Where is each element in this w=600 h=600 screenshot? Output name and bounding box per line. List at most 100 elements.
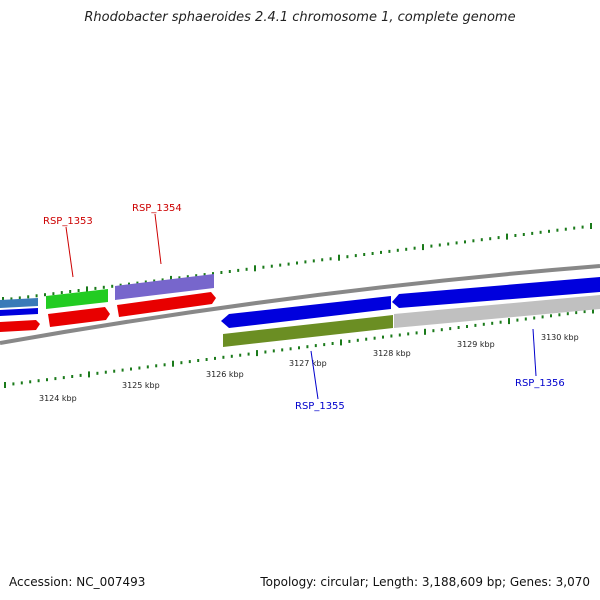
gene-label-rsp1355[interactable]: RSP_1355 [295, 401, 345, 412]
gc-upper-tick [203, 273, 206, 277]
gc-upper-tick [161, 278, 164, 282]
gc-upper-tick [128, 282, 130, 286]
gc-upper-tick [396, 248, 399, 252]
gc-upper-tick [144, 280, 147, 284]
gc-upper-tick [212, 272, 214, 276]
feature-teal-partial[interactable] [0, 298, 38, 308]
gc-upper-tick [195, 274, 198, 278]
gc-lower-tick [20, 381, 23, 385]
cds-forward-rsp1354[interactable] [117, 292, 216, 317]
gc-upper-tick [480, 238, 483, 242]
cds-reverse-rsp1356[interactable] [392, 277, 600, 308]
gene-label-rsp1356[interactable]: RSP_1356 [515, 378, 565, 389]
gc-lower-tick [575, 311, 578, 315]
gc-lower-tick [424, 328, 426, 335]
accession-label: Accession: NC_007493 [9, 575, 146, 589]
gc-upper-tick [522, 233, 525, 236]
gc-upper-tick [321, 258, 324, 262]
gc-upper-tick [52, 292, 55, 296]
gc-lower-tick [96, 371, 99, 375]
gc-lower-tick [499, 320, 502, 324]
gc-upper-tick [111, 284, 114, 288]
cds-forward-rsp1353[interactable] [48, 307, 110, 327]
gc-upper-tick [228, 270, 231, 273]
gc-lower-tick [180, 361, 183, 365]
gc-lower-tick [541, 315, 544, 319]
gc-upper-tick [363, 253, 366, 256]
gc-upper-tick [270, 264, 273, 268]
gc-upper-tick [69, 290, 72, 293]
gc-lower-tick [592, 307, 594, 314]
gc-lower-tick [4, 382, 6, 388]
gc-upper-tick [539, 230, 542, 234]
gc-lower-tick [230, 354, 233, 358]
gc-lower-tick [508, 318, 510, 325]
gc-lower-tick [104, 370, 107, 374]
kbp-label-3129: 3129 kbp [457, 340, 495, 349]
gc-lower-tick [491, 321, 494, 325]
gc-upper-tick [455, 241, 458, 245]
gc-lower-tick [272, 349, 275, 353]
gc-lower-tick [550, 314, 552, 318]
gc-upper-tick [514, 234, 517, 237]
gc-lower-tick [457, 326, 460, 329]
leader-rsp1354 [154, 213, 162, 265]
feature-green[interactable] [46, 289, 108, 309]
gc-lower-tick [390, 334, 393, 338]
feature-gray[interactable] [394, 295, 600, 328]
gc-upper-tick [371, 252, 374, 255]
gc-lower-tick [398, 333, 401, 337]
gc-lower-tick [348, 339, 351, 343]
gc-upper-tick [119, 283, 122, 287]
leader-rsp1355 [310, 350, 319, 400]
gc-lower-tick [373, 336, 376, 340]
gene-label-rsp1354[interactable]: RSP_1354 [132, 203, 182, 214]
gene-label-rsp1353[interactable]: RSP_1353 [43, 216, 93, 227]
gc-upper-tick [262, 265, 265, 269]
gc-upper-tick [447, 242, 450, 246]
feature-red-partial[interactable] [0, 320, 40, 332]
gc-lower-tick [239, 353, 242, 357]
feature-purple[interactable] [115, 274, 214, 300]
gc-upper-tick [312, 259, 315, 263]
gc-upper-tick [178, 276, 181, 280]
kbp-label-3124: 3124 kbp [39, 394, 77, 403]
gc-upper-tick [220, 271, 223, 274]
leader-rsp1353 [65, 226, 74, 278]
gc-upper-tick [102, 285, 105, 289]
gc-lower-tick [113, 369, 116, 373]
gc-upper-tick [254, 265, 256, 272]
gc-lower-tick [130, 367, 132, 371]
gc-upper-tick [287, 262, 290, 266]
gc-lower-tick [172, 360, 174, 367]
gc-lower-tick [46, 378, 48, 382]
kbp-label-3128: 3128 kbp [373, 349, 411, 358]
gc-upper-tick [338, 254, 340, 261]
gc-upper-tick [581, 225, 584, 229]
gc-upper-tick [136, 281, 139, 285]
gc-lower-tick [298, 346, 300, 350]
gc-lower-tick [256, 350, 258, 357]
gc-lower-tick [365, 337, 368, 341]
gc-upper-tick [35, 294, 38, 298]
gc-lower-tick [222, 355, 225, 359]
gc-lower-tick [88, 371, 90, 378]
kbp-label-3130: 3130 kbp [541, 333, 579, 342]
gc-lower-tick [356, 338, 359, 342]
feature-blue-partial[interactable] [0, 308, 38, 316]
leader-rsp1356 [532, 328, 537, 377]
gc-upper-tick [354, 254, 357, 258]
gc-track-upper [2, 223, 592, 303]
gc-upper-tick [388, 249, 391, 253]
gc-lower-tick [79, 373, 82, 377]
gc-upper-tick [564, 227, 567, 231]
gc-upper-tick [245, 267, 248, 271]
kbp-label-3126: 3126 kbp [206, 370, 244, 379]
gc-lower-tick [382, 335, 384, 339]
gc-lower-tick [466, 325, 468, 328]
feature-olive[interactable] [223, 315, 393, 347]
cds-reverse-rsp1355[interactable] [221, 296, 391, 328]
gc-lower-tick [12, 382, 15, 386]
gc-lower-tick [566, 312, 569, 316]
gc-lower-tick [440, 328, 443, 332]
